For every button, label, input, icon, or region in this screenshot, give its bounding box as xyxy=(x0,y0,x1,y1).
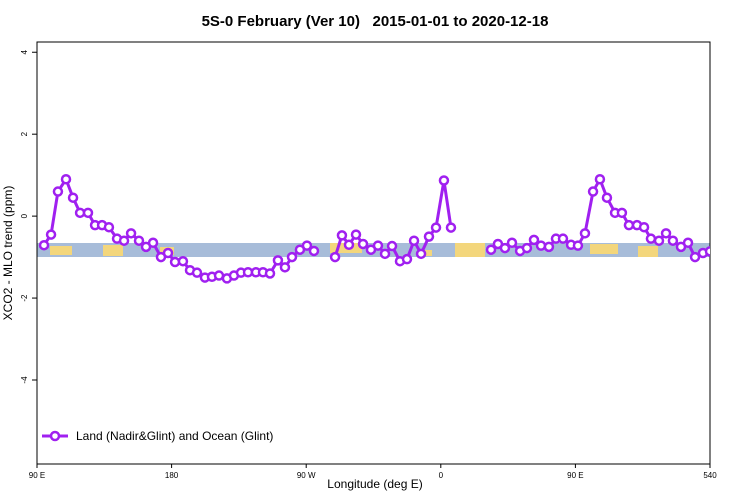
data-point xyxy=(38,239,50,251)
data-point xyxy=(653,235,665,246)
data-point xyxy=(67,192,79,203)
data-point xyxy=(645,233,657,244)
x-axis-label: Longitude (deg E) xyxy=(327,477,422,491)
data-point xyxy=(557,233,569,244)
x-tick-label: 90 E xyxy=(29,471,45,480)
data-point xyxy=(191,267,203,278)
data-point xyxy=(272,255,284,266)
data-point xyxy=(336,230,348,241)
data-point xyxy=(594,174,606,185)
data-point xyxy=(415,248,427,260)
data-point xyxy=(499,242,511,254)
legend-marker xyxy=(49,430,61,442)
data-point xyxy=(329,251,341,263)
x-tick-label: 540 xyxy=(703,471,717,480)
data-point xyxy=(308,245,320,257)
y-tick-label: 4 xyxy=(20,49,29,54)
data-point xyxy=(430,222,442,233)
data-point xyxy=(286,251,298,263)
x-tick-label: 0 xyxy=(439,471,444,480)
data-point xyxy=(572,240,584,251)
data-point xyxy=(401,253,413,265)
data-point xyxy=(623,219,635,231)
data-point xyxy=(82,207,94,219)
y-tick-label: -2 xyxy=(20,294,29,302)
data-point xyxy=(535,240,547,251)
data-point xyxy=(45,229,57,240)
y-tick-label: 0 xyxy=(20,213,29,218)
data-point xyxy=(301,240,313,251)
data-point xyxy=(689,251,701,263)
data-point xyxy=(147,237,159,249)
data-point xyxy=(543,241,555,253)
data-point xyxy=(125,228,137,239)
legend-label: Land (Nadir&Glint) and Ocean (Glint) xyxy=(76,429,273,443)
y-tick-label: 2 xyxy=(20,131,29,136)
data-point xyxy=(408,235,420,246)
data-point xyxy=(60,174,72,185)
data-point xyxy=(528,234,540,246)
data-point xyxy=(133,235,145,246)
chart-title: 5S-0 February (Ver 10) 2015-01-01 to 202… xyxy=(202,13,549,30)
data-point xyxy=(579,228,591,239)
data-point xyxy=(379,248,391,260)
data-point xyxy=(682,237,694,249)
x-tick-label: 90 E xyxy=(567,471,583,480)
data-point xyxy=(506,237,518,249)
data-point xyxy=(660,228,672,239)
data-point xyxy=(350,229,362,240)
data-point xyxy=(638,221,650,233)
data-point xyxy=(485,244,497,255)
x-tick-label: 90 W xyxy=(297,471,316,480)
data-point xyxy=(162,247,174,259)
data-point xyxy=(616,207,628,219)
y-tick-label: -4 xyxy=(20,376,29,384)
data-point xyxy=(118,235,130,246)
data-point xyxy=(521,242,533,254)
data-point xyxy=(667,235,679,246)
data-point xyxy=(587,186,599,197)
data-point xyxy=(343,239,355,251)
data-point xyxy=(264,268,276,279)
plot-area xyxy=(38,174,710,284)
data-point xyxy=(372,240,384,251)
data-point xyxy=(386,240,398,252)
x-tick-label: 180 xyxy=(165,471,179,480)
data-point xyxy=(177,255,189,267)
data-point xyxy=(279,262,291,273)
data-point xyxy=(103,221,115,233)
y-axis-label: XCO2 - MLO trend (ppm) xyxy=(1,186,15,321)
data-point xyxy=(445,222,457,233)
data-point xyxy=(357,238,369,250)
data-point xyxy=(601,192,613,203)
data-point xyxy=(438,175,450,186)
data-point xyxy=(52,186,64,197)
data-point xyxy=(423,231,435,242)
data-point xyxy=(704,246,710,257)
